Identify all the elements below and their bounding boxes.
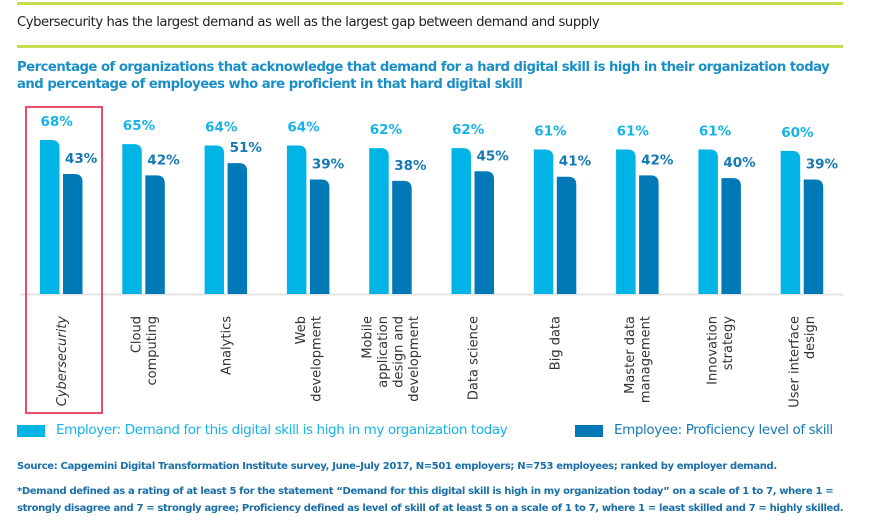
bar-employer-mobile-application-design-and-development bbox=[369, 148, 389, 294]
category-label-master-data-management: Master datamanagement bbox=[623, 316, 654, 403]
category-label-line: Web bbox=[294, 316, 309, 344]
top-accent-rule bbox=[17, 2, 843, 5]
bar-employer-cybersecurity bbox=[40, 140, 60, 294]
category-label-big-data: Big data bbox=[549, 316, 564, 370]
bar-employee-web-development bbox=[309, 179, 330, 294]
bar-employer-big-data bbox=[533, 149, 554, 294]
bar-employer-cloud-computing bbox=[122, 144, 142, 294]
category-label-analytics: Analytics bbox=[219, 316, 234, 375]
value-label-employee-user-interface-design: 39% bbox=[806, 156, 839, 172]
bar-employee-cloud-computing bbox=[145, 175, 165, 294]
value-label-employer-mobile-application-design-and-development: 62% bbox=[370, 122, 403, 138]
bar-employee-big-data bbox=[556, 176, 577, 294]
value-label-employer-master-data-management: 61% bbox=[617, 124, 650, 140]
mid-accent-rule bbox=[17, 45, 843, 48]
value-label-employee-cybersecurity: 43% bbox=[65, 151, 98, 167]
bar-employee-mobile-application-design-and-development bbox=[392, 180, 412, 294]
value-label-employer-innovation-strategy: 61% bbox=[699, 124, 732, 140]
value-label-employee-data-science: 45% bbox=[477, 148, 510, 164]
category-label-line: management bbox=[639, 316, 654, 403]
category-label-line: Innovation bbox=[705, 316, 720, 385]
value-label-employee-web-development: 39% bbox=[312, 156, 345, 172]
category-label-data-science: Data science bbox=[466, 316, 481, 400]
value-label-employer-user-interface-design: 60% bbox=[781, 125, 814, 141]
bar-employer-user-interface-design bbox=[780, 150, 801, 294]
category-label-cloud-computing: Cloudcomputing bbox=[129, 316, 160, 385]
category-label-cybersecurity: Cybersecurity bbox=[55, 316, 70, 407]
category-label-mobile-application-design-and-development: Mobileapplicationdesign anddevelopment bbox=[361, 316, 423, 402]
bar-employee-data-science bbox=[474, 171, 494, 294]
headline: Cybersecurity has the largest demand as … bbox=[17, 15, 600, 30]
category-label-line: Master data bbox=[623, 316, 638, 394]
bar-employer-analytics bbox=[204, 145, 225, 294]
category-label-line: development bbox=[407, 316, 422, 402]
category-label-line: Cybersecurity bbox=[55, 316, 70, 407]
category-label-line: Big data bbox=[549, 316, 564, 370]
value-label-employer-data-science: 62% bbox=[452, 122, 485, 138]
chart-subtitle: Percentage of organizations that acknowl… bbox=[17, 60, 830, 92]
category-label-line: strategy bbox=[721, 316, 736, 371]
category-label-line: computing bbox=[145, 316, 160, 385]
category-label-line: application bbox=[376, 316, 391, 388]
value-label-employer-big-data: 61% bbox=[534, 124, 567, 140]
bar-chart: 68% 43% Cybersecurity 65% 42% Cloudcomputing 6… bbox=[20, 114, 843, 408]
bar-employee-cybersecurity bbox=[63, 174, 83, 294]
category-label-line: Cloud bbox=[129, 316, 144, 353]
value-label-employee-mobile-application-design-and-development: 38% bbox=[394, 158, 427, 174]
labels-layer: 68% 43% Cybersecurity 65% 42% Cloudcomputing 6… bbox=[41, 114, 839, 408]
value-label-employee-big-data: 41% bbox=[559, 154, 592, 170]
bar-employee-master-data-management bbox=[639, 175, 659, 294]
value-label-employer-web-development: 64% bbox=[287, 119, 320, 135]
bar-employee-user-interface-design bbox=[803, 179, 824, 294]
category-label-line: User interface bbox=[788, 316, 803, 408]
bars-layer bbox=[40, 140, 824, 294]
value-label-employee-cloud-computing: 42% bbox=[147, 152, 180, 168]
category-label-line: Data science bbox=[466, 316, 481, 400]
bar-employee-analytics bbox=[227, 163, 248, 294]
category-label-line: Analytics bbox=[219, 316, 234, 375]
bar-employer-innovation-strategy bbox=[698, 149, 718, 294]
source-note: Source: Capgemini Digital Transformation… bbox=[17, 461, 777, 472]
bar-employer-data-science bbox=[451, 148, 471, 294]
category-label-web-development: Webdevelopment bbox=[294, 316, 325, 402]
value-label-employer-cybersecurity: 68% bbox=[41, 114, 74, 130]
category-label-line: development bbox=[309, 316, 324, 402]
value-label-employee-analytics: 51% bbox=[230, 140, 263, 156]
value-label-employer-cloud-computing: 65% bbox=[123, 118, 156, 134]
category-label-line: design bbox=[803, 316, 818, 359]
bar-employer-web-development bbox=[286, 145, 307, 294]
definition-footnote: *Demand defined as a rating of at least … bbox=[17, 486, 844, 514]
legend-swatch-employer bbox=[17, 425, 45, 437]
category-label-line: Mobile bbox=[361, 316, 376, 359]
bar-employee-innovation-strategy bbox=[721, 178, 741, 294]
legend-swatch-employee bbox=[575, 425, 603, 437]
bar-employer-master-data-management bbox=[616, 149, 636, 294]
category-label-user-interface-design: User interfacedesign bbox=[788, 316, 819, 408]
value-label-employer-analytics: 64% bbox=[205, 119, 238, 135]
legend-label-employee: Employee: Proficiency level of skill bbox=[614, 422, 833, 438]
highlight-box-cybersecurity bbox=[25, 106, 103, 414]
legend-label-employer: Employer: Demand for this digital skill … bbox=[56, 422, 508, 438]
category-label-innovation-strategy: Innovationstrategy bbox=[705, 316, 736, 385]
value-label-employee-master-data-management: 42% bbox=[641, 152, 674, 168]
value-label-employee-innovation-strategy: 40% bbox=[723, 155, 756, 171]
category-label-line: design and bbox=[392, 316, 407, 388]
